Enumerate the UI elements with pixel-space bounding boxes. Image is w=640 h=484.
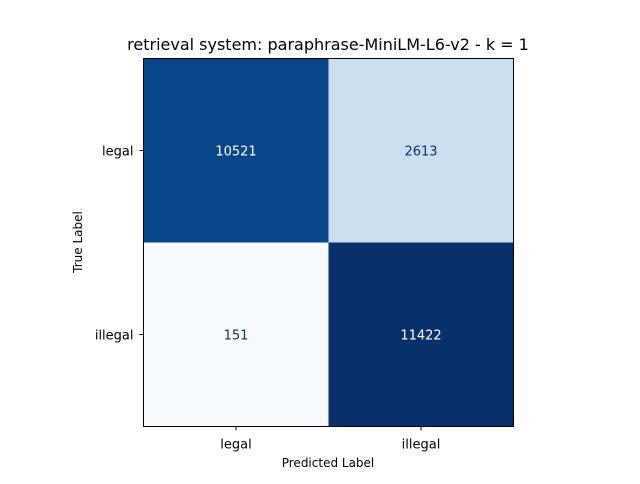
heatmap-cell-illegal-illegal <box>328 242 514 427</box>
chart-title: retrieval system: paraphrase-MiniLM-L6-v… <box>127 35 529 54</box>
cell-value-label: 11422 <box>400 329 441 344</box>
x-axis: legal illegal <box>220 426 441 453</box>
heatmap-cell-legal-legal <box>143 58 329 243</box>
y-axis-label: True Label <box>71 211 85 274</box>
heatmap-cell-illegal-legal <box>143 242 329 427</box>
y-tick-label: illegal <box>95 329 134 344</box>
heatmap-cells: 10521 2613 151 11422 <box>143 58 514 427</box>
x-tick-label: illegal <box>402 438 441 453</box>
plot-frame <box>143 58 514 427</box>
x-axis-label: Predicted Label <box>282 456 375 470</box>
cell-value-label: 151 <box>224 329 249 344</box>
y-tick-label: legal <box>102 145 133 160</box>
cell-value-label: 2613 <box>404 145 437 160</box>
heatmap-cell-legal-illegal <box>328 58 514 243</box>
cell-value-label: 10521 <box>215 145 256 160</box>
y-axis: legal illegal <box>95 145 144 344</box>
x-tick-label: legal <box>220 438 251 453</box>
